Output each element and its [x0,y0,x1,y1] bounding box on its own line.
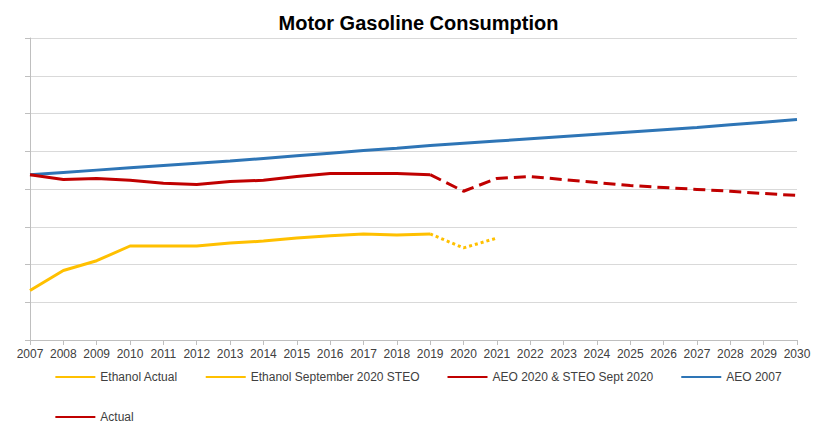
svg-text:2016: 2016 [317,347,344,361]
svg-text:2029: 2029 [750,347,777,361]
svg-text:2023: 2023 [550,347,577,361]
svg-text:AEO 2020 & STEO Sept 2020: AEO 2020 & STEO Sept 2020 [493,370,654,384]
svg-text:2011: 2011 [150,347,176,361]
svg-text:2028: 2028 [717,347,744,361]
svg-text:AEO 2007: AEO 2007 [726,370,782,384]
svg-text:2020: 2020 [450,347,477,361]
svg-text:2026: 2026 [650,347,677,361]
svg-text:2021: 2021 [484,347,511,361]
svg-text:2012: 2012 [183,347,210,361]
svg-text:2030: 2030 [784,347,811,361]
svg-text:2013: 2013 [217,347,244,361]
svg-text:2025: 2025 [617,347,644,361]
svg-text:Actual: Actual [100,410,133,424]
svg-text:2017: 2017 [350,347,377,361]
svg-text:2008: 2008 [50,347,77,361]
svg-text:2007: 2007 [17,347,44,361]
svg-text:2027: 2027 [684,347,711,361]
svg-text:2010: 2010 [117,347,144,361]
svg-text:2024: 2024 [584,347,611,361]
svg-text:2009: 2009 [83,347,110,361]
svg-text:Motor Gasoline Consumption: Motor Gasoline Consumption [279,12,559,34]
svg-text:2019: 2019 [417,347,444,361]
svg-text:2022: 2022 [517,347,544,361]
svg-text:2015: 2015 [283,347,310,361]
svg-text:Ethanol September 2020 STEO: Ethanol September 2020 STEO [251,370,420,384]
svg-text:Ethanol Actual: Ethanol Actual [100,370,177,384]
svg-text:2018: 2018 [383,347,410,361]
svg-text:2014: 2014 [250,347,277,361]
